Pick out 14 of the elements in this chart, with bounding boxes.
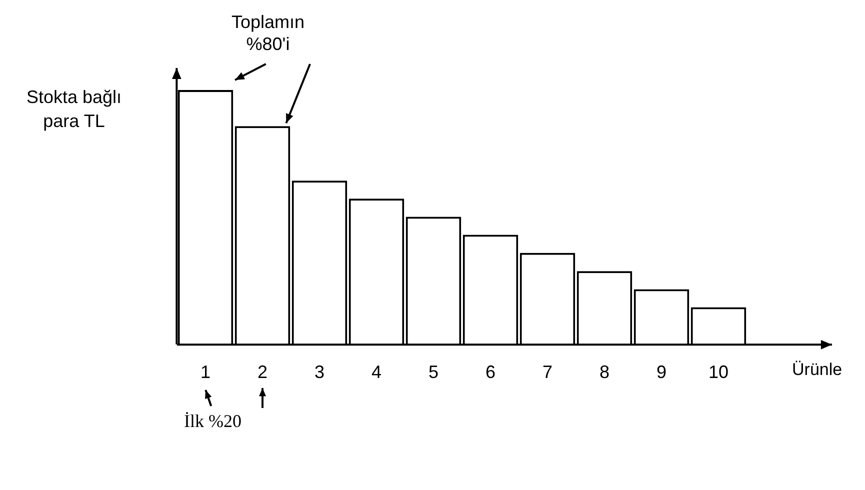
x-tick-label: 6: [485, 362, 496, 382]
x-tick-label: 9: [656, 362, 667, 382]
x-tick-label: 7: [542, 362, 553, 382]
y-axis-title: Stokta bağlı para TL: [26, 86, 122, 131]
x-tick-label: 4: [371, 362, 382, 382]
x-tick-label: 1: [200, 362, 211, 382]
x-tick-label: 2: [257, 362, 268, 382]
x-tick-label: 3: [314, 362, 325, 382]
x-axis-title: Ürünle: [792, 360, 842, 380]
x-tick-label: 10: [708, 362, 729, 382]
text: Toplamın %80'i: [231, 12, 305, 54]
x-tick-label: 8: [599, 362, 610, 382]
x-tick-label: 5: [428, 362, 439, 382]
text: İlk %20: [184, 411, 242, 432]
